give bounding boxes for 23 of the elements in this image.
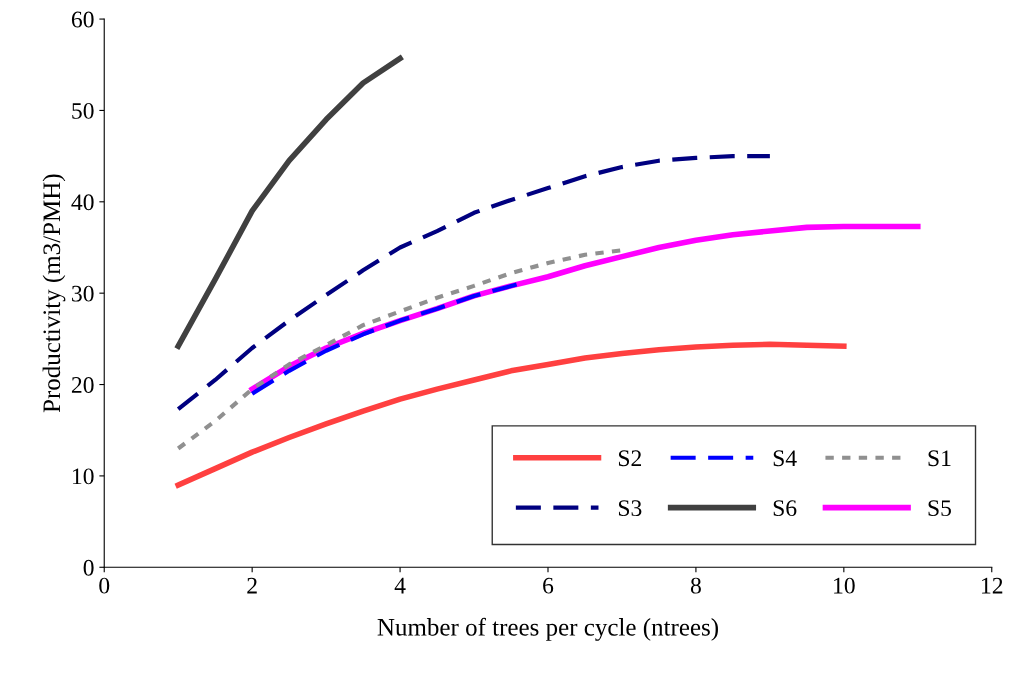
x-tick-label: 6 xyxy=(543,577,554,594)
y-tick-label: 20 xyxy=(71,377,94,393)
legend-label: S5 xyxy=(928,500,951,517)
legend-label: S4 xyxy=(773,450,797,467)
x-tick-label: 2 xyxy=(247,577,257,594)
x-tick-label: 8 xyxy=(690,577,701,594)
y-tick-label: 60 xyxy=(71,11,94,28)
x-tick-label: 0 xyxy=(99,577,110,594)
y-tick-label: 30 xyxy=(72,285,94,302)
y-tick-label: 50 xyxy=(72,102,94,119)
legend-label: S3 xyxy=(618,500,642,517)
y-tick-label: 10 xyxy=(72,468,94,485)
x-tick-label: 12 xyxy=(982,577,1003,594)
x-axis-title: Number of trees per cycle (ntrees) xyxy=(377,617,718,641)
x-tick-label: 4 xyxy=(394,577,406,594)
y-axis-title: Productivity (m3/PMH) xyxy=(42,174,66,413)
legend-label: S1 xyxy=(928,450,951,467)
y-tick-label: 40 xyxy=(71,194,94,211)
x-tick-label: 10 xyxy=(834,577,855,594)
legend-label: S2 xyxy=(618,450,642,467)
legend-label: S6 xyxy=(773,500,797,517)
line-series xyxy=(176,154,772,412)
y-tick-label: 0 xyxy=(83,559,94,576)
